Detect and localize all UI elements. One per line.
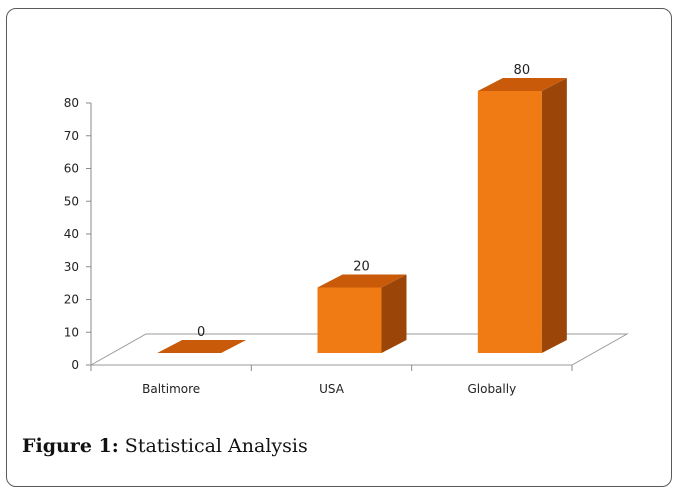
data-label: 80 <box>514 63 531 78</box>
bar-side <box>381 274 407 353</box>
bar-top <box>157 340 247 353</box>
y-tick-label: 50 <box>64 194 79 208</box>
y-tick-label: 40 <box>64 227 79 241</box>
bar-baltimore <box>157 340 247 353</box>
data-label: 20 <box>353 260 370 275</box>
figure-caption: Figure 1: Statistical Analysis <box>22 435 308 457</box>
bar-globally <box>477 78 567 353</box>
bar-side <box>541 78 567 353</box>
bar-usa <box>317 274 407 353</box>
y-tick-label: 60 <box>64 162 79 176</box>
y-tick-label: 70 <box>64 129 79 143</box>
chart-bars <box>157 78 567 353</box>
bar-front <box>477 91 542 353</box>
x-tick-label: USA <box>319 382 345 396</box>
x-tick-label: Globally <box>467 382 516 396</box>
y-tick-label: 30 <box>64 260 79 274</box>
y-tick-label: 0 <box>71 358 79 372</box>
y-tick-label: 80 <box>64 96 79 110</box>
bar-front <box>317 287 382 353</box>
y-tick-label: 10 <box>64 325 79 339</box>
figure-caption-label: Figure 1: <box>22 435 119 457</box>
bar-top <box>477 78 567 91</box>
figure-caption-text: Statistical Analysis <box>118 435 308 457</box>
bar-top <box>317 274 407 288</box>
chart-labels: 0 Baltimore 20 USA 80 Globally <box>142 63 530 396</box>
bar-chart: 0 10 20 30 40 50 60 70 80 0 Baltimore 20 USA 80 Globa… <box>64 63 629 396</box>
y-tick-label: 20 <box>64 293 79 307</box>
data-label: 0 <box>197 325 205 340</box>
x-tick-label: Baltimore <box>142 382 200 396</box>
